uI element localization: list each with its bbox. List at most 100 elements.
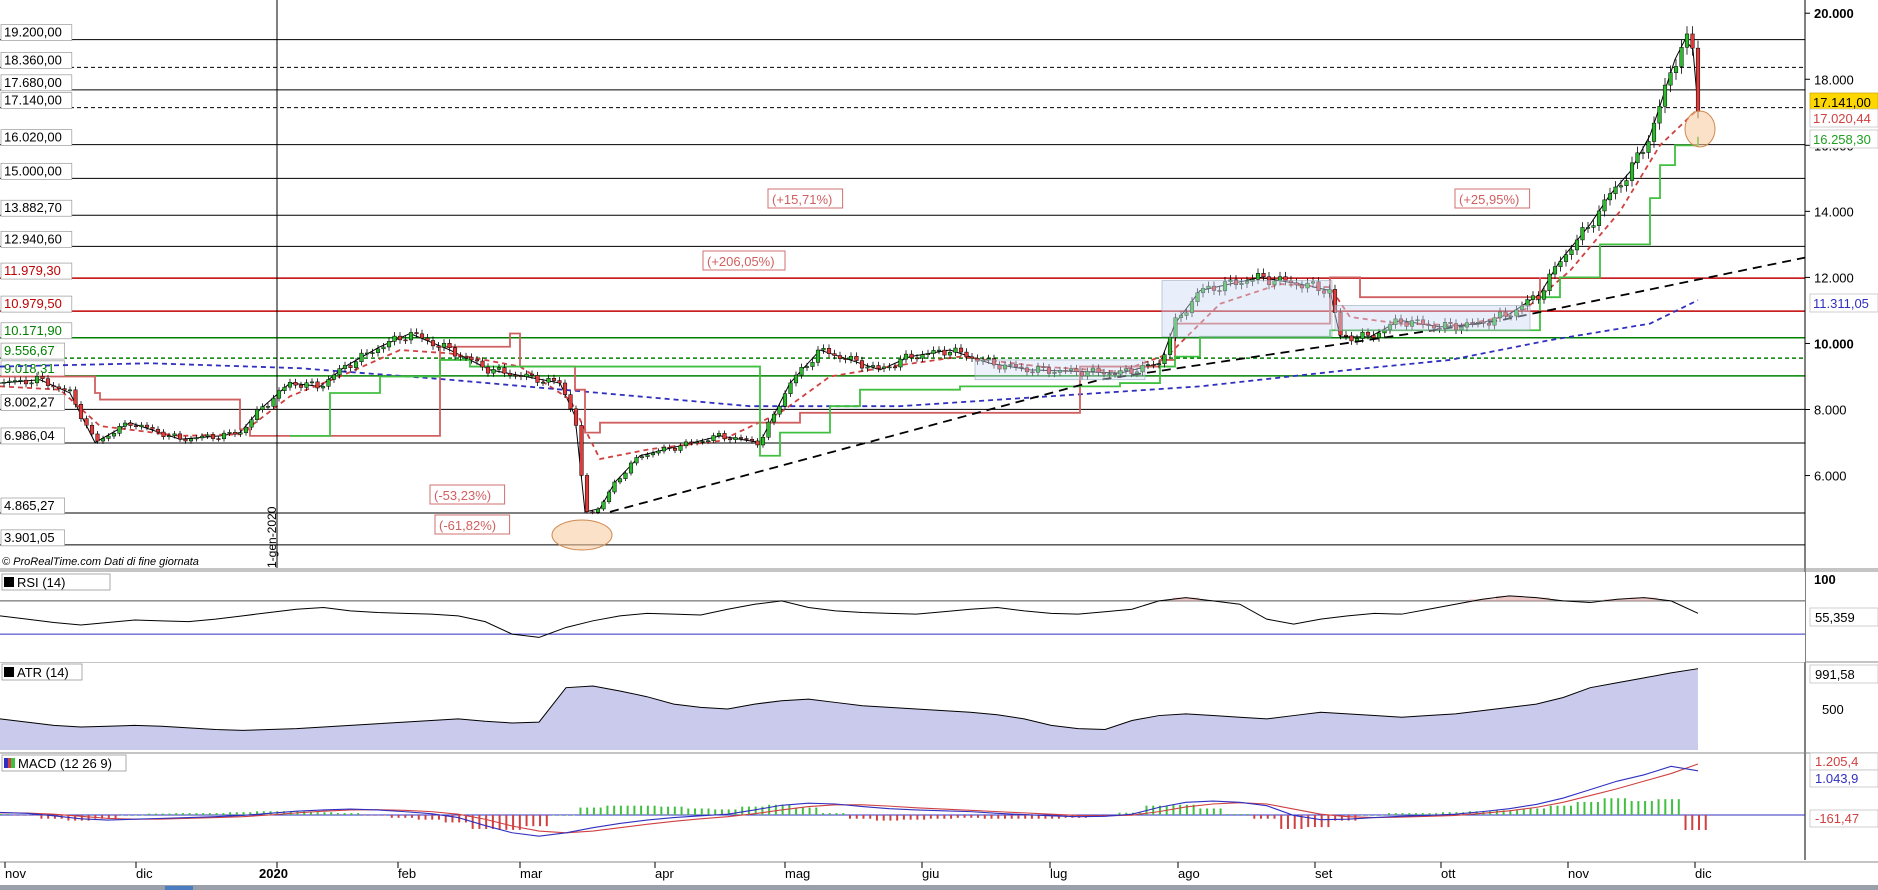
macd-hist-bar: [613, 805, 616, 815]
x-tick-label: giu: [922, 866, 939, 881]
x-tick-label: mar: [520, 866, 543, 881]
level-label: 8.002,27: [4, 394, 55, 409]
candle-body: [1464, 322, 1470, 328]
candle-body: [524, 373, 529, 377]
macd-hist-bar: [1044, 815, 1047, 819]
candle-body: [84, 418, 89, 426]
candle-body: [1673, 66, 1679, 73]
vertical-date-label: 1-gen-2020: [265, 506, 279, 568]
candle-body: [1382, 329, 1387, 334]
candle-body: [139, 424, 144, 427]
macd-hist-bar: [114, 815, 117, 819]
candle-body: [309, 381, 315, 384]
candle-body: [1508, 315, 1514, 318]
candle-body: [1684, 33, 1690, 48]
macd-hist-bar: [154, 813, 157, 815]
candle-body: [144, 424, 150, 428]
percent-annotation-box: [1454, 188, 1531, 209]
macd-hist-bar: [161, 813, 164, 815]
candle-body: [359, 352, 364, 363]
candle-body: [584, 475, 590, 512]
candle-body: [920, 354, 925, 359]
macd-hist-bar: [1657, 799, 1660, 815]
macd-hist-bar: [741, 806, 744, 815]
candle-body: [1629, 162, 1635, 181]
macd-hist-bar: [1280, 815, 1283, 829]
candle-body: [1255, 273, 1261, 280]
macd-value-tag: [1809, 809, 1878, 828]
candle-body: [232, 432, 238, 435]
macd-hist-bar: [1226, 814, 1229, 815]
price-tag-label: 17.141,00: [1813, 95, 1871, 110]
candle-body: [315, 381, 320, 389]
candle-body: [419, 333, 425, 339]
candle-body: [95, 433, 100, 442]
candle-body: [1558, 261, 1563, 267]
macd-hist-bar: [1677, 799, 1680, 815]
macd-hist-bar: [303, 811, 306, 815]
macd-hist-bar: [754, 806, 757, 815]
macd-hist-bar: [1394, 813, 1397, 815]
candle-body: [1123, 368, 1129, 371]
y-tick-label: 8.000: [1814, 402, 1847, 417]
macd-swatch: [4, 758, 8, 768]
macd-hist-bar: [977, 815, 980, 818]
candle-body: [1206, 285, 1211, 289]
macd-hist-bar: [1704, 815, 1707, 831]
candle-body: [1277, 276, 1283, 282]
macd-hist-bar: [26, 815, 29, 816]
price-tag: [1809, 129, 1878, 149]
candle-body: [931, 350, 936, 354]
candle-body: [1398, 318, 1404, 323]
macd-hist-bar: [788, 804, 791, 815]
macd-hist-bar: [1361, 815, 1364, 816]
macd-line: [0, 765, 1699, 837]
candle-body: [1107, 373, 1112, 375]
macd-hist-bar: [242, 812, 245, 815]
macd-hist-bar: [417, 815, 420, 820]
macd-hist-bar: [1421, 813, 1424, 815]
candle-body: [1618, 185, 1624, 188]
macd-hist-bar: [1037, 815, 1040, 819]
candle-body: [117, 425, 122, 434]
macd-hist-bar: [923, 815, 926, 820]
level-label: 9.556,67: [4, 343, 55, 358]
candle-body: [1371, 335, 1376, 338]
macd-hist-bar: [660, 806, 663, 815]
candle-body: [1420, 319, 1426, 325]
macd-hist-bar: [1536, 808, 1539, 815]
candle-body: [243, 426, 249, 433]
candle-body: [832, 353, 837, 356]
candle-body: [1607, 193, 1613, 201]
candle-body: [298, 384, 304, 388]
macd-hist-bar: [208, 813, 211, 815]
candle-body: [1552, 266, 1558, 275]
series-lower-stop: [290, 136, 1699, 457]
macd-hist-bar: [431, 815, 434, 820]
macd-hist-bar: [532, 815, 535, 827]
macd-hist-bar: [1441, 812, 1444, 815]
macd-hist-bar: [673, 806, 676, 815]
macd-hist-bar: [1475, 811, 1478, 815]
candle-body: [18, 379, 23, 382]
macd-hist-bar: [1286, 815, 1289, 829]
price-tag-label: 16.258,30: [1813, 132, 1871, 147]
macd-hist-bar: [1388, 813, 1391, 815]
candle-body: [1497, 311, 1503, 319]
macd-hist-bar: [363, 815, 366, 816]
atr-title-box: [1, 663, 83, 681]
level-label-box: [0, 322, 73, 340]
candle-body: [1530, 295, 1536, 300]
macd-hist-bar: [1293, 815, 1296, 829]
macd-hist-bar: [107, 815, 110, 819]
candle-body: [705, 440, 711, 442]
candle-body: [1063, 370, 1068, 372]
atr-title: ATR (14): [17, 665, 69, 680]
macd-hist-bar: [1024, 815, 1027, 819]
rsi-title: RSI (14): [17, 575, 65, 590]
candle-body: [771, 413, 777, 423]
macd-hist-bar: [1367, 815, 1370, 816]
candle-body: [1415, 319, 1420, 322]
level-label-box: [0, 497, 65, 515]
candle-body: [1, 382, 7, 384]
